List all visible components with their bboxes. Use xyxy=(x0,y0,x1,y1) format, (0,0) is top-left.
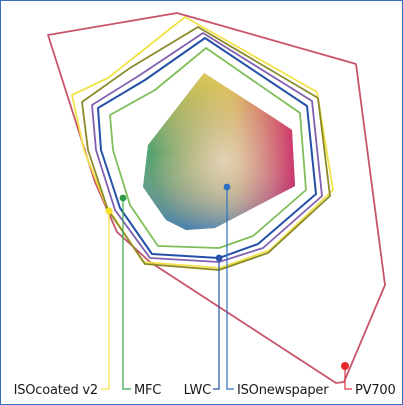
pv700-leader xyxy=(344,366,352,390)
legend-pv700: PV700 xyxy=(355,383,396,398)
leader-lines xyxy=(101,187,352,390)
isonewspaper-gamut-outline xyxy=(109,47,307,249)
mfc-marker xyxy=(119,194,127,202)
lwc-leader xyxy=(213,258,220,390)
olive-gamut-outline xyxy=(81,26,331,271)
isonewspaper-marker xyxy=(223,183,231,191)
color-gamut-solid xyxy=(143,73,295,230)
purple-gamut-outline xyxy=(91,32,323,263)
legend-mfc: MFC xyxy=(134,383,161,398)
isonewspaper-leader xyxy=(226,187,234,390)
lwc-marker xyxy=(215,254,223,262)
legend-lwc: LWC xyxy=(184,383,212,398)
mfc-leader xyxy=(122,198,131,390)
legend-isonewspaper: ISOnewspaper xyxy=(237,383,329,398)
isocoated-marker xyxy=(105,207,113,215)
pv700-gamut-outline xyxy=(47,12,386,384)
pv700-marker xyxy=(341,362,349,370)
lwc-gamut-outline xyxy=(97,37,317,259)
legend-isocoated: ISOcoated v2 xyxy=(14,383,98,398)
isocoated-leader xyxy=(101,211,110,390)
